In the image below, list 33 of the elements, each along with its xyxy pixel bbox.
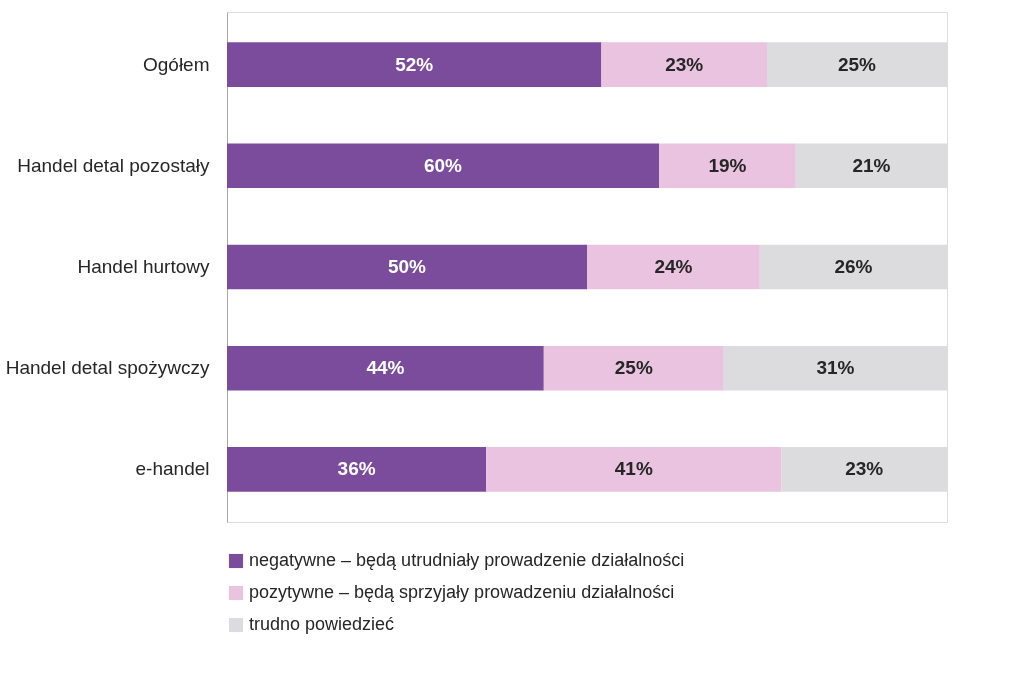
bar xyxy=(601,42,767,87)
data-label: 25% xyxy=(614,357,653,379)
data-label: 44% xyxy=(366,357,405,379)
data-label: 19% xyxy=(708,154,747,176)
bar xyxy=(227,244,587,290)
data-label: 25% xyxy=(837,53,877,75)
bar xyxy=(486,447,782,492)
y-tick-label: Ogółem xyxy=(142,53,210,75)
y-tick-label: Handel detal spożywczy xyxy=(5,357,210,379)
data-label: 21% xyxy=(852,154,891,176)
y-tick-label: Handel hurtowy xyxy=(77,256,210,277)
bar xyxy=(659,143,796,189)
legend-label: pozytywne – będą sprzyjały prowadzeniu działalności xyxy=(249,582,675,602)
data-label: 52% xyxy=(395,53,434,75)
data-label: 23% xyxy=(845,458,884,480)
bar xyxy=(227,345,544,391)
bar xyxy=(543,345,724,391)
data-label: 23% xyxy=(665,53,704,75)
data-label: 26% xyxy=(834,256,873,277)
y-tick-label: Handel detal pozostały xyxy=(17,154,210,176)
data-label: 36% xyxy=(337,458,376,480)
legend-label: negatywne – będą utrudniały prowadzenie działalności xyxy=(249,550,685,570)
data-label: 24% xyxy=(654,256,693,277)
data-label: 60% xyxy=(423,154,463,176)
legend-label: trudno powiedzieć xyxy=(249,614,395,634)
bar xyxy=(227,42,602,87)
bar xyxy=(227,143,659,189)
data-label: 50% xyxy=(387,256,427,277)
bar xyxy=(587,244,760,290)
data-label: 31% xyxy=(816,357,855,379)
bar xyxy=(227,447,487,492)
y-tick-label: e-handel xyxy=(135,458,210,480)
data-label: 41% xyxy=(614,458,653,480)
